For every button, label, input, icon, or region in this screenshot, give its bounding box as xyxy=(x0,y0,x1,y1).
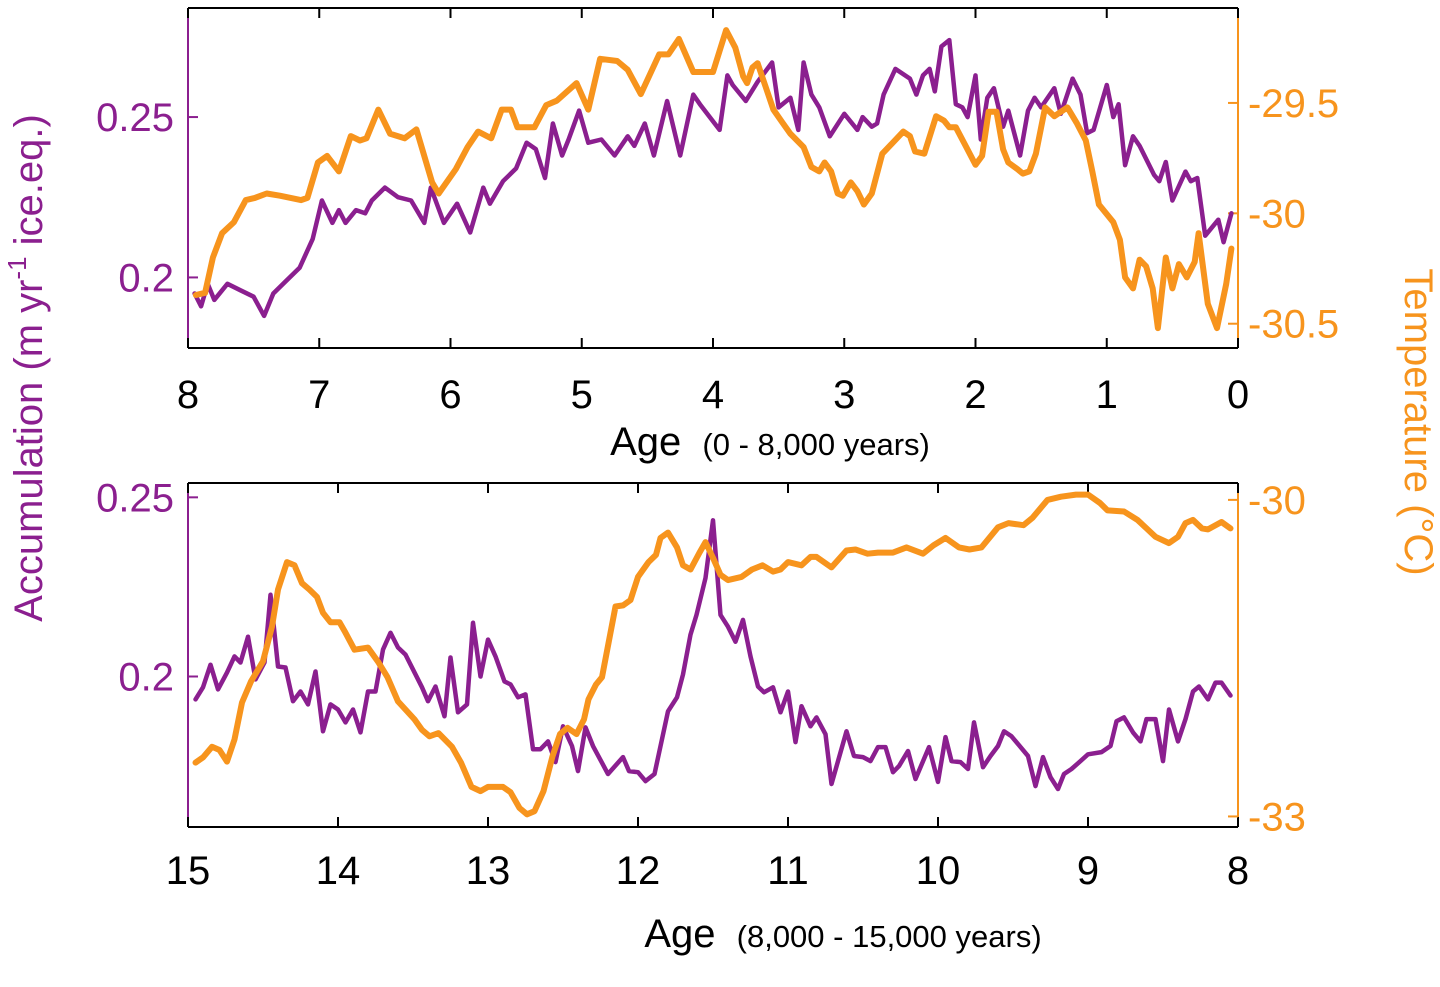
right-y-tick-label: -30 xyxy=(1248,479,1306,523)
x-axis-label-main: Age xyxy=(644,912,715,956)
x-axis-label-main: Age xyxy=(610,420,681,464)
temperature-series-line xyxy=(192,491,1234,818)
left-y-axis-label: Accumulation (m yr-1 ice.eq.) xyxy=(2,114,51,622)
right-y-tick-label: -30 xyxy=(1248,192,1306,236)
x-tick-label: 13 xyxy=(466,849,511,893)
x-tick-label: 3 xyxy=(833,373,855,417)
x-tick-label: 7 xyxy=(308,373,330,417)
x-tick-label: 9 xyxy=(1077,849,1099,893)
accumulation-series-line xyxy=(193,518,1233,792)
right-y-tick-label: -30.5 xyxy=(1248,303,1339,347)
top-panel-holocene: 8 7 6 5 4 3 2 1 0 0.2 0.25 -29.5 -30 -30.5 xyxy=(96,7,1339,417)
x-tick-label: 14 xyxy=(316,849,361,893)
accumulation-series-line xyxy=(192,37,1234,319)
x-tick-label: 1 xyxy=(1096,373,1118,417)
left-y-label-superscript: -1 xyxy=(2,256,32,279)
x-tick-label: 15 xyxy=(166,849,211,893)
x-tick-label: 12 xyxy=(616,849,661,893)
left-y-label-suffix: ice.eq.) xyxy=(7,114,51,256)
left-y-tick-label: 0.2 xyxy=(118,656,174,700)
temperature-series-line xyxy=(192,27,1235,332)
right-y-tick-label: -29.5 xyxy=(1248,82,1339,126)
x-tick-label: 8 xyxy=(177,373,199,417)
x-tick-label: 2 xyxy=(964,373,986,417)
left-y-tick-label: 0.25 xyxy=(96,476,174,520)
x-tick-label: 8 xyxy=(1227,849,1249,893)
x-tick-label: 4 xyxy=(702,373,724,417)
right-y-tick-label: -33 xyxy=(1248,795,1306,839)
left-y-label-prefix: Accumulation (m yr xyxy=(7,280,51,622)
x-tick-label: 5 xyxy=(571,373,593,417)
x-tick-label: 0 xyxy=(1227,373,1249,417)
x-tick-label: 11 xyxy=(767,849,809,893)
right-y-axis-label: Temperature (°C) xyxy=(1396,268,1440,575)
bottom-panel-deglacial: 15 14 13 12 11 10 9 8 0.2 0.25 -30 -33 xyxy=(96,476,1306,893)
top-x-axis-label: Age (0 - 8,000 years) xyxy=(610,420,930,464)
bottom-x-axis-label: Age (8,000 - 15,000 years) xyxy=(644,912,1041,956)
x-tick-label: 10 xyxy=(916,849,961,893)
left-y-tick-label: 0.25 xyxy=(96,96,174,140)
left-y-tick-label: 0.2 xyxy=(118,256,174,300)
x-axis-label-range: (0 - 8,000 years) xyxy=(702,427,929,462)
x-axis-label-range: (8,000 - 15,000 years) xyxy=(737,919,1042,954)
x-tick-label: 6 xyxy=(439,373,461,417)
